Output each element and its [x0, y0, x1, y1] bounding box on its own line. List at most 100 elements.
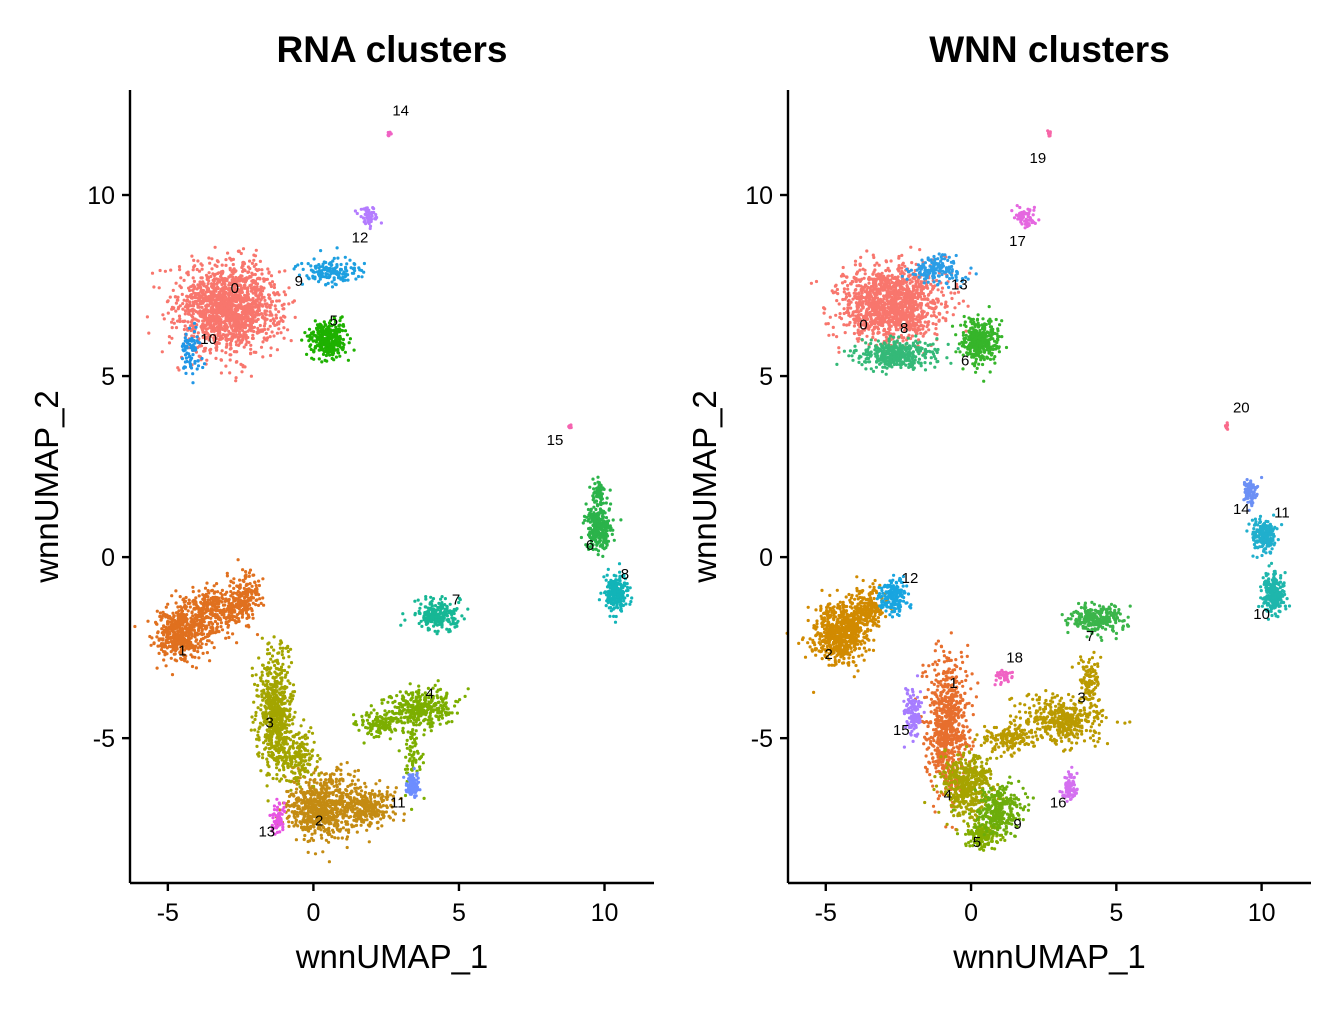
cluster-4-point [415, 749, 419, 754]
cluster-3-point [272, 758, 277, 762]
cluster-1-point [224, 636, 228, 640]
cluster-1-point [174, 589, 178, 593]
cluster-0-point [230, 326, 234, 330]
cluster-4-point [366, 732, 370, 736]
cluster-1-point [241, 612, 245, 617]
cluster-1-point [250, 584, 254, 588]
cluster-0-point [282, 326, 286, 330]
cluster-2-point [373, 795, 377, 799]
cluster-4-point [431, 709, 435, 714]
cluster-0-point [172, 306, 176, 310]
cluster-3-point [276, 717, 281, 722]
cluster-0-point [200, 267, 204, 271]
cluster-3-point [273, 709, 278, 713]
cluster-3-point [286, 750, 290, 754]
cluster-0-point [228, 288, 232, 292]
cluster-1-point [219, 618, 223, 622]
cluster-0-point [177, 265, 182, 269]
cluster-1-point [241, 568, 245, 572]
cluster-0-point [167, 341, 172, 345]
cluster-0-point [266, 327, 270, 331]
cluster-4-point [403, 767, 408, 772]
cluster-2-point [338, 795, 342, 799]
cluster-2-point [339, 762, 343, 766]
cluster-1-point [220, 596, 224, 600]
cluster-0-point [231, 310, 235, 315]
cluster-5-point [345, 333, 349, 337]
cluster-0-point [187, 286, 191, 290]
cluster-0-point [191, 276, 195, 280]
cluster-0-point [170, 336, 174, 340]
cluster-0-point [226, 316, 230, 320]
cluster-0-point [269, 346, 273, 350]
cluster-1-point [223, 603, 227, 607]
cluster-4-point [421, 761, 425, 765]
cluster-1-point [178, 595, 182, 599]
cluster-0-point [178, 319, 182, 324]
cluster-1-point [197, 594, 201, 598]
cluster-2-point [370, 789, 374, 793]
cluster-0-point [230, 296, 234, 300]
cluster-0-point [220, 336, 225, 340]
cluster-0-point [237, 330, 242, 334]
cluster-1-point [177, 624, 181, 628]
cluster-2-point [292, 803, 296, 807]
cluster-0-point [273, 304, 277, 308]
cluster-1-point [220, 588, 224, 593]
cluster-0-point [188, 300, 192, 304]
cluster-1-point [236, 558, 240, 562]
cluster-1-point [171, 623, 175, 627]
cluster-3-point [312, 740, 316, 744]
cluster-1-point [258, 597, 262, 601]
cluster-3-point [257, 656, 261, 660]
cluster-1-point [257, 583, 261, 588]
cluster-0-point [174, 281, 178, 285]
cluster-1-point [254, 592, 258, 597]
cluster-0-point [257, 294, 261, 298]
cluster-4-point [408, 682, 412, 686]
cluster-3-point [260, 636, 264, 640]
cluster-0-point [228, 309, 232, 313]
cluster-2-point [335, 811, 339, 815]
cluster-3-point [262, 741, 266, 745]
cluster-2-point [331, 779, 335, 783]
cluster-1-point [254, 598, 258, 603]
cluster-0-point [210, 329, 214, 333]
cluster-2-point [306, 791, 310, 795]
cluster-1-point [200, 624, 204, 628]
cluster-1-point [210, 626, 214, 631]
cluster-4-point [399, 716, 403, 720]
cluster-2-point [287, 814, 291, 818]
cluster-1-point [200, 606, 204, 610]
cluster-0-point [198, 298, 202, 303]
cluster-2-point [374, 812, 379, 817]
cluster-0-point [209, 284, 214, 288]
cluster-3-point [279, 777, 283, 781]
cluster-2-point [320, 784, 324, 789]
cluster-2-point [307, 810, 311, 814]
cluster-1-point [228, 618, 232, 622]
cluster-2-point [302, 837, 306, 842]
cluster-1-point [165, 652, 169, 656]
cluster-2-point [334, 794, 339, 798]
cluster-3-point [283, 668, 287, 673]
cluster-3-point [256, 694, 260, 698]
cluster-0-point [223, 333, 227, 337]
cluster-4-point [380, 698, 384, 702]
cluster-4-point [412, 758, 416, 762]
cluster-2-point [310, 832, 314, 836]
cluster-1-point [206, 589, 210, 593]
cluster-0-point [254, 248, 258, 252]
cluster-1-point [172, 626, 176, 630]
cluster-0-point [230, 304, 234, 308]
cluster-1-point [226, 623, 231, 628]
cluster-2-point [312, 778, 316, 783]
cluster-1-point [243, 595, 247, 600]
cluster-0-point [240, 290, 244, 294]
cluster-0-point [231, 293, 235, 297]
cluster-1-point [227, 635, 231, 640]
cluster-0-point [239, 304, 243, 308]
cluster-1-point [202, 632, 206, 636]
cluster-2-point [296, 824, 300, 828]
cluster-0-point [198, 280, 202, 284]
